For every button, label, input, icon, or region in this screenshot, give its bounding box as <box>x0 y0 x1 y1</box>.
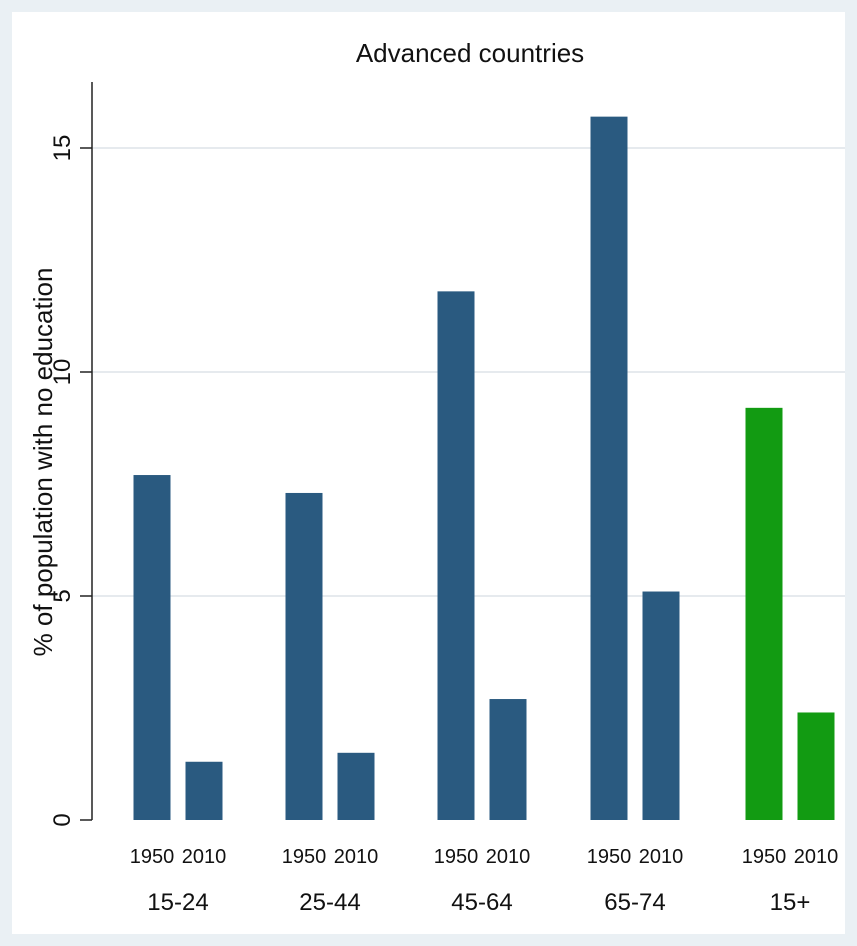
bar-year-label: 2010 <box>334 846 379 868</box>
bar-15-24-1950 <box>133 475 171 820</box>
bar-year-label: 2010 <box>182 846 227 868</box>
bar-year-label: 1950 <box>742 846 787 868</box>
chart-frame: Advanced countries % of population with … <box>12 12 845 934</box>
axes <box>80 82 93 821</box>
y-tick-label: 10 <box>49 359 76 386</box>
bar-year-label: 2010 <box>639 846 684 868</box>
bar-year-label: 1950 <box>282 846 327 868</box>
bar-year-label: 2010 <box>794 846 839 868</box>
y-tick-label: 0 <box>49 813 76 826</box>
bar-year-label: 1950 <box>587 846 632 868</box>
group-label: 15+ <box>770 889 811 916</box>
bar-65-74-1950 <box>590 116 628 820</box>
bar-45-64-1950 <box>437 291 475 820</box>
group-label: 25-44 <box>299 889 360 916</box>
bar-15-24-2010 <box>185 761 223 820</box>
bar-year-label: 1950 <box>130 846 175 868</box>
bars <box>133 116 835 820</box>
bar-25-44-1950 <box>285 492 323 820</box>
bar-year-label: 2010 <box>486 846 531 868</box>
y-tick-label: 15 <box>49 135 76 162</box>
bar-15+-2010 <box>797 712 835 820</box>
bar-year-label: 1950 <box>434 846 479 868</box>
bar-45-64-2010 <box>489 699 527 820</box>
tick-labels: 0 5 10 15 1950 2010 15-24 1950 2010 25-44 1950 2010… <box>49 135 838 916</box>
y-axis-label: % of population with no education <box>28 268 58 657</box>
y-tick-label: 5 <box>49 589 76 602</box>
group-label: 45-64 <box>451 889 512 916</box>
bar-25-44-2010 <box>337 752 375 820</box>
group-label: 65-74 <box>604 889 665 916</box>
group-label: 15-24 <box>147 889 208 916</box>
chart-title: Advanced countries <box>356 38 584 68</box>
bar-65-74-2010 <box>642 591 680 820</box>
bar-chart: Advanced countries % of population with … <box>28 38 845 916</box>
bar-15+-1950 <box>745 407 783 820</box>
